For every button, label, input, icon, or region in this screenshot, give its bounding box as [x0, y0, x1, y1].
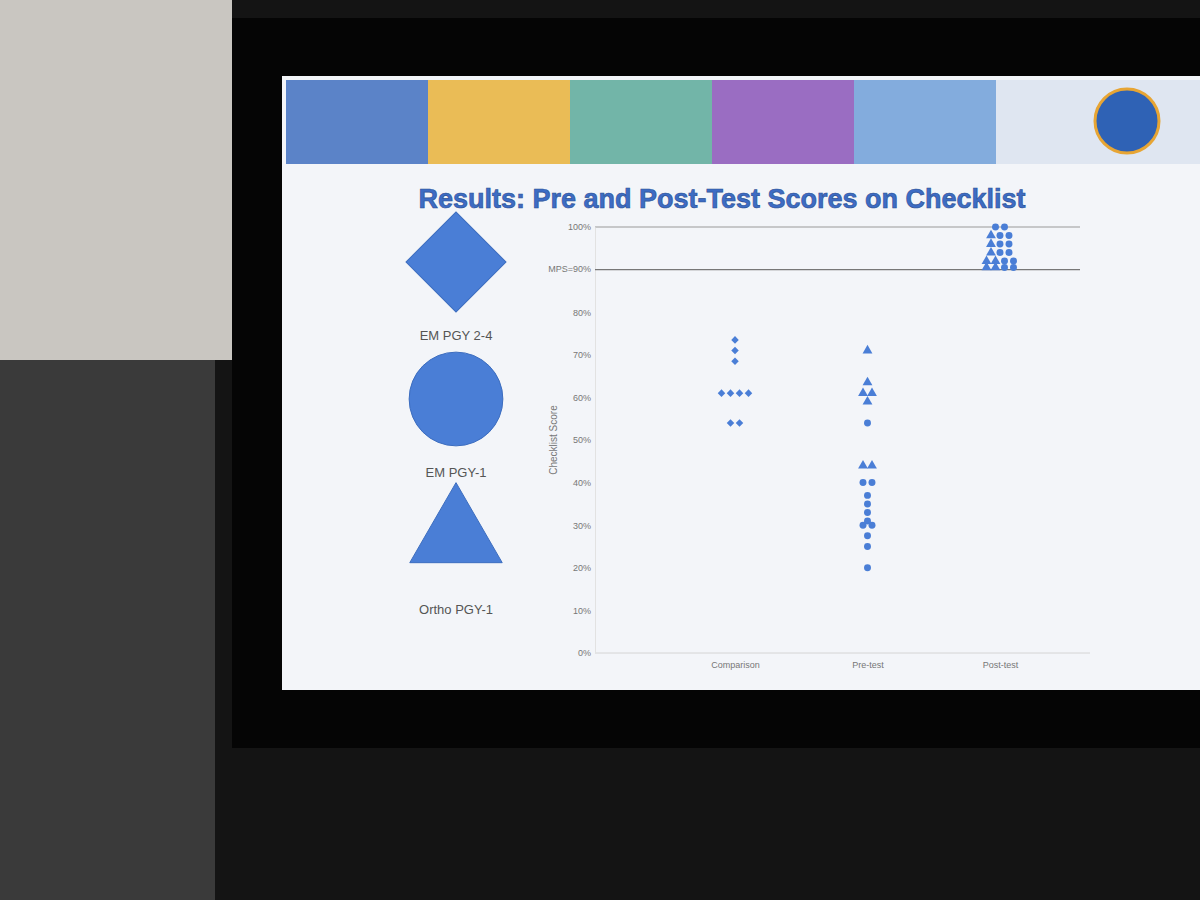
legend-symbol: [406, 212, 506, 312]
data-point: [997, 241, 1004, 248]
data-point: [864, 492, 871, 499]
data-point: [860, 479, 867, 486]
data-point: [858, 387, 868, 396]
data-point: [986, 230, 996, 239]
data-point: [864, 543, 871, 550]
y-tick-label: 60%: [573, 393, 591, 403]
y-tick-label: 20%: [573, 563, 591, 573]
y-tick: 0%: [578, 648, 595, 658]
x-tick: Pre-test: [852, 660, 884, 670]
legend-label: Ortho PGY-1: [419, 602, 493, 617]
y-axis: 0% 10% 20% 30% 40% 50% 60% 70% 80% 100%: [568, 222, 596, 658]
x-tick-label: Comparison: [711, 660, 760, 670]
y-tick-label: 50%: [573, 435, 591, 445]
background: [0, 0, 1200, 900]
y-axis-title: Checklist Score: [548, 405, 559, 475]
data-point: [997, 232, 1004, 239]
y-tick-label: 10%: [573, 606, 591, 616]
data-point: [864, 564, 871, 571]
y-tick-label: 0%: [578, 648, 591, 658]
y-axis-line: [595, 228, 596, 654]
data-point: [991, 262, 1001, 271]
legend-symbol: [410, 483, 502, 563]
data-point: [869, 522, 876, 529]
data-point: [1006, 241, 1013, 248]
banner-block: [996, 80, 1200, 164]
screen: [232, 18, 1200, 748]
data-point: [727, 419, 735, 427]
data-point: [731, 336, 739, 344]
y-tick: 20%: [573, 563, 595, 573]
y-tick: 100%: [568, 222, 595, 232]
reference-label: MPS=90%: [548, 264, 591, 274]
wall-shadow: [0, 360, 215, 900]
data-point: [867, 460, 877, 469]
y-tick: 70%: [573, 350, 595, 360]
legend: EM PGY 2-4 EM PGY-1 Ortho PGY-1: [406, 212, 506, 617]
banner-block: [286, 80, 428, 164]
x-tick-label: Post-test: [983, 660, 1019, 670]
data-point: [864, 419, 871, 426]
banner-block: [570, 80, 712, 164]
logo: [1095, 89, 1159, 153]
data-point: [718, 389, 726, 397]
y-tick: 80%: [573, 308, 595, 318]
data-point: [986, 238, 996, 247]
y-tick-label: 100%: [568, 222, 591, 232]
chart-svg: Results: Pre and Post-Test Scores on Che…: [0, 0, 1200, 900]
data-point: [867, 387, 877, 396]
data-point: [1010, 264, 1017, 271]
data-point: [745, 389, 753, 397]
y-tick: 60%: [573, 393, 595, 403]
data-point: [863, 396, 873, 405]
data-point: [864, 532, 871, 539]
data-point: [864, 509, 871, 516]
chart-root: Results: Pre and Post-Test Scores on Che…: [0, 0, 1200, 900]
data-point: [863, 345, 873, 354]
title: Results: Pre and Post-Test Scores on Che…: [418, 184, 1025, 214]
data-point: [864, 500, 871, 507]
data-point: [860, 522, 867, 529]
x-axis: Comparison Pre-test Post-test: [711, 660, 1019, 670]
legend-label: EM PGY-1: [426, 465, 487, 480]
data-point: [1006, 232, 1013, 239]
y-tick-label: 40%: [573, 478, 591, 488]
legend-label: EM PGY 2-4: [420, 328, 493, 343]
wall: [0, 0, 232, 360]
marks: [718, 224, 1017, 572]
data-point: [863, 377, 873, 386]
banner-block: [854, 80, 996, 164]
data-point: [1006, 249, 1013, 256]
data-point: [1001, 264, 1008, 271]
data-point: [858, 460, 868, 469]
y-tick-label: 70%: [573, 350, 591, 360]
data-point: [1001, 258, 1008, 265]
data-point: [731, 347, 739, 355]
plot-bottom-line: [595, 653, 1090, 654]
banner-block: [712, 80, 854, 164]
data-point: [986, 247, 996, 256]
x-tick: Post-test: [983, 660, 1019, 670]
x-tick: Comparison: [711, 660, 760, 670]
data-point: [869, 479, 876, 486]
data-point: [1010, 258, 1017, 265]
data-point: [727, 389, 735, 397]
y-tick: 40%: [573, 478, 595, 488]
y-tick: 10%: [573, 606, 595, 616]
y-tick-label: 80%: [573, 308, 591, 318]
y-tick-label: 30%: [573, 521, 591, 531]
legend-symbol: [409, 352, 503, 446]
data-point: [992, 224, 999, 231]
x-tick-label: Pre-test: [852, 660, 884, 670]
data-point: [736, 419, 744, 427]
y-tick: 50%: [573, 435, 595, 445]
data-point: [997, 249, 1004, 256]
slide: [282, 76, 1200, 690]
y-tick: 30%: [573, 521, 595, 531]
data-point: [1001, 224, 1008, 231]
data-point: [736, 389, 744, 397]
data-point: [731, 357, 739, 365]
data-point: [982, 262, 992, 271]
banner-block: [428, 80, 570, 164]
